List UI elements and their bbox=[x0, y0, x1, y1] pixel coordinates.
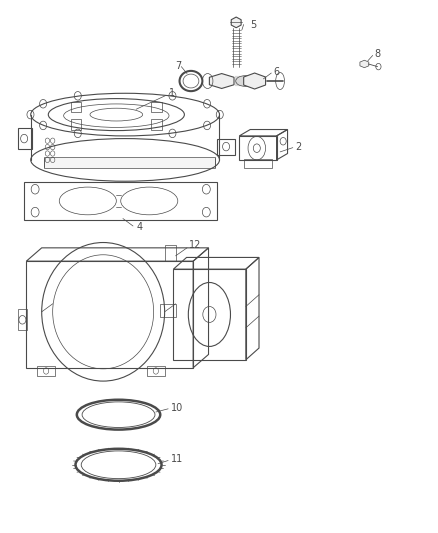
Polygon shape bbox=[243, 73, 265, 89]
Bar bbox=[24, 182, 217, 220]
Text: 8: 8 bbox=[373, 50, 379, 59]
Polygon shape bbox=[359, 60, 368, 68]
Text: 12: 12 bbox=[188, 240, 201, 250]
Text: 1: 1 bbox=[169, 88, 175, 98]
Text: 2: 2 bbox=[294, 142, 300, 151]
Polygon shape bbox=[44, 157, 215, 168]
Polygon shape bbox=[209, 74, 233, 88]
Text: 10: 10 bbox=[171, 403, 183, 413]
Bar bbox=[151, 119, 162, 130]
Polygon shape bbox=[231, 17, 240, 28]
Text: 7: 7 bbox=[175, 61, 181, 70]
Text: 6: 6 bbox=[272, 67, 279, 77]
Bar bbox=[151, 101, 162, 112]
Text: 11: 11 bbox=[171, 455, 183, 464]
Bar bbox=[71, 119, 81, 130]
Text: 5: 5 bbox=[250, 20, 256, 29]
Bar bbox=[71, 101, 81, 112]
Text: 4: 4 bbox=[136, 222, 142, 231]
